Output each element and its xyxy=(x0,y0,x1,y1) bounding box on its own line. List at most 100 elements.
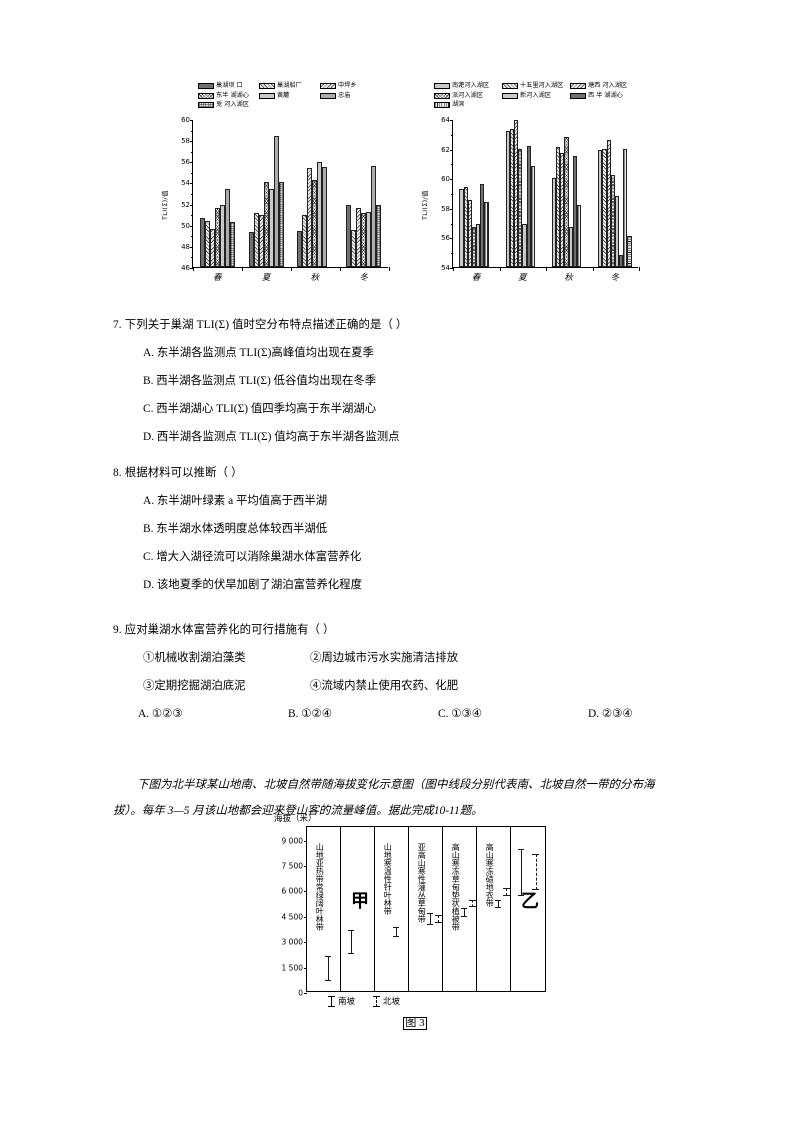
y-tick-mark xyxy=(190,225,193,227)
y-tick-label: 48 xyxy=(181,242,190,251)
bar xyxy=(219,204,225,267)
bar xyxy=(576,204,582,267)
question-9-measure-3[interactable]: ③定期挖掘湖泊底泥 xyxy=(143,680,246,692)
question-9-answer-a[interactable]: A. ①②③ xyxy=(138,708,183,720)
legend-swatch-icon xyxy=(198,102,214,109)
bar-group-夏 xyxy=(242,120,291,267)
bar xyxy=(564,136,569,267)
question-7-number: 7. xyxy=(113,319,122,331)
chart-legend-left: 巢湖坝 口 巢湖船厂 中垾乡 东半 湖湖心 黄麓 忠庙兎 河入湖区 xyxy=(198,82,383,111)
question-7-option-c[interactable]: C. 西半湖湖心 TLI(Σ) 值四季均高于东半湖湖心 xyxy=(143,403,377,415)
x-tick-mark xyxy=(340,267,341,271)
question-8-text: 根据材料可以推断（ ） xyxy=(124,467,243,479)
bar xyxy=(560,153,565,267)
legend-label: 塘西 河入湖区 xyxy=(588,82,628,89)
x-axis-label-夏: 夏 xyxy=(261,273,271,283)
vegetation-zone-label: 高山寒冻碛地衣带 xyxy=(485,843,495,907)
x-axis-labels-left: 春夏秋冬 xyxy=(193,267,388,283)
bar xyxy=(258,215,264,267)
x-tick-mark xyxy=(592,267,594,271)
question-9-measures-row-1: ①机械收割湖泊藻类 ②周边城市污水实施清洁排放 xyxy=(143,652,753,681)
error-bar-icon xyxy=(328,995,335,1007)
legend-label: 西 半 湖湖心 xyxy=(588,91,623,99)
y-minor-tick-mark xyxy=(451,253,453,255)
figure-3-y-tick-mark xyxy=(304,865,307,867)
bar xyxy=(307,167,313,267)
vegetation-zone-label: 乙 xyxy=(521,891,539,912)
vegetation-zone-1: 甲 xyxy=(341,827,375,991)
bar xyxy=(199,218,205,267)
legend-label: 南淝河入湖区 xyxy=(452,82,490,89)
figure-3: 海拔（米） 0 1 500 3 000 4 500 6 000 7 500 9 000 山地亚… xyxy=(270,812,560,1042)
bar xyxy=(322,166,328,267)
x-tick-mark xyxy=(242,267,243,271)
question-9-measure-1[interactable]: ①机械收割湖泊藻类 xyxy=(143,652,246,664)
bar xyxy=(278,182,284,267)
y-tick-label: 60 xyxy=(441,175,450,184)
y-tick-label: 56 xyxy=(441,234,450,243)
bar xyxy=(471,227,477,267)
y-minor-tick-mark xyxy=(191,215,193,217)
y-tick-label: 62 xyxy=(441,145,450,154)
question-8-stem: 8. 根据材料可以推断（ ） xyxy=(113,467,713,496)
plot-area-left: 春 夏 秋 冬 46 48 50 52 54 56 58 60 xyxy=(181,116,390,283)
question-7-option-d[interactable]: D. 西半湖各监测点 TLI(Σ) 值均高于东半湖各监测点 xyxy=(143,431,400,443)
question-8-option-d[interactable]: D. 该地夏季的伏旱加剧了湖泊富营养化程度 xyxy=(143,579,362,591)
bar xyxy=(204,220,210,267)
bar xyxy=(526,145,531,267)
bar xyxy=(623,148,628,267)
y-minor-tick-mark xyxy=(191,130,193,132)
y-tick-mark xyxy=(450,149,453,151)
y-tick-mark xyxy=(450,208,453,210)
bar-group-冬 xyxy=(339,120,388,267)
legend-label: 兎 河入湖区 xyxy=(216,101,249,108)
x-tick-mark xyxy=(453,267,454,271)
y-tick-label: 50 xyxy=(181,221,190,230)
x-tick-mark xyxy=(389,267,390,271)
legend-swatch-icon xyxy=(198,83,214,90)
question-7-option-b[interactable]: B. 西半湖各监测点 TLI(Σ) 低谷值均出现在冬季 xyxy=(143,375,377,387)
legend-label: 巢湖坝 口 xyxy=(216,82,243,89)
legend-item-1: 十五里河入湖区 xyxy=(502,82,565,91)
legend-swatch-icon xyxy=(320,83,336,90)
question-9-answer-b[interactable]: B. ①②④ xyxy=(288,708,332,720)
question-9-measures-row-2: ③定期挖掘湖泊底泥 ④流域内禁止使用农药、化肥 xyxy=(143,680,753,709)
question-7-text: 下列关于巢湖 TLI(Σ) 值时空分布特点描述正确的是（ ） xyxy=(124,319,408,331)
y-tick-label: 58 xyxy=(181,137,190,146)
question-9-answer-c[interactable]: C. ①③④ xyxy=(438,708,482,720)
x-axis-label-秋: 秋 xyxy=(564,273,573,283)
figure-3-y-tick-mark xyxy=(304,942,307,944)
bar xyxy=(619,255,624,267)
bar xyxy=(253,213,259,267)
legend-label: 中垾乡 xyxy=(338,82,357,89)
legend-label: 新河入湖区 xyxy=(520,91,551,99)
bar-group-冬 xyxy=(592,120,638,267)
figure-3-plot-area: 0 1 500 3 000 4 500 6 000 7 500 9 000 山地亚热带常绿阔叶… xyxy=(282,826,546,998)
legend-item-0: 南淝河入湖区 xyxy=(434,82,497,91)
figure-3-legend-label: 南坡 xyxy=(338,997,356,1007)
bar-groups-left xyxy=(193,120,388,267)
legend-label: 巢湖船厂 xyxy=(277,82,302,89)
question-9-number: 9. xyxy=(113,624,122,636)
bar xyxy=(530,166,535,267)
question-9-answers: A. ①②③ B. ①②④ C. ①③④ D. ②③④ xyxy=(138,708,753,737)
question-8-option-a[interactable]: A. 东半湖叶绿素 a 平均值高于西半湖 xyxy=(143,495,328,507)
question-9-measure-2[interactable]: ②周边城市污水实施清洁排放 xyxy=(310,652,459,664)
y-tick-label: 64 xyxy=(441,116,450,124)
question-7-option-a[interactable]: A. 东半湖各监测点 TLI(Σ)高峰值均出现在夏季 xyxy=(143,347,374,359)
question-8-option-c[interactable]: C. 增大入湖径流可以消除巢湖水体富营养化 xyxy=(143,551,362,563)
bar xyxy=(610,175,615,267)
vegetation-zone-label: 高山寒冻草甸垫状植被带 xyxy=(451,843,461,931)
legend-item-4: 黄麓 xyxy=(259,92,315,101)
bar xyxy=(273,135,279,267)
figure-3-y-tick-label: 3 000 xyxy=(281,937,303,947)
question-9-answer-d[interactable]: D. ②③④ xyxy=(588,708,633,720)
question-9-measure-4[interactable]: ④流域内禁止使用农药、化肥 xyxy=(310,680,459,692)
bar xyxy=(509,129,515,267)
y-axis-title-left: TLI(Σ)/值 xyxy=(161,190,169,220)
question-8-option-b[interactable]: B. 东半湖水体透明度总体较西半湖低 xyxy=(143,523,328,535)
figure-3-axis-title: 海拔（米） xyxy=(274,814,317,824)
legend-item-1: 巢湖船厂 xyxy=(259,82,315,91)
bar-group-秋 xyxy=(546,120,592,267)
y-tick-mark xyxy=(450,238,453,240)
